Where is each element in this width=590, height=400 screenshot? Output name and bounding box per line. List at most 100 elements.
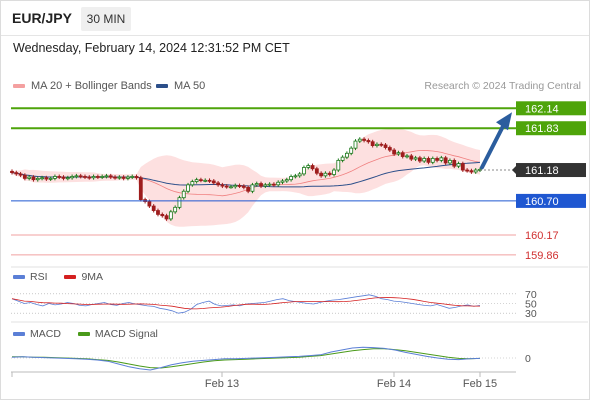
candle-body xyxy=(134,176,139,179)
rsi-legend: RSI 9MA xyxy=(13,271,103,283)
price-level-label: 161.83 xyxy=(525,123,559,135)
candle-body xyxy=(250,184,255,192)
candle-body xyxy=(95,176,100,178)
candle-body xyxy=(405,155,409,158)
price-level-box xyxy=(516,163,586,178)
candle-body xyxy=(379,143,384,146)
macd-legend-label: MACD xyxy=(30,328,61,340)
rsi-level-label: 70 xyxy=(525,289,537,301)
macd-signal-swatch xyxy=(77,332,90,337)
candle-body xyxy=(113,176,117,179)
candle-body xyxy=(465,169,470,172)
candle-body xyxy=(27,176,32,179)
candle-body xyxy=(186,184,190,192)
price-level-box xyxy=(516,121,586,136)
candle-body xyxy=(293,175,298,178)
candle-body xyxy=(233,185,238,188)
candle-body xyxy=(78,175,83,178)
timeframe-button[interactable]: 30 MIN xyxy=(81,7,131,31)
candle-body xyxy=(241,185,246,188)
legend-ma50: MA 50 xyxy=(156,80,205,92)
price-level-pointer xyxy=(512,166,516,175)
candle-body xyxy=(87,176,92,179)
candle-body xyxy=(400,152,405,157)
candle-body xyxy=(456,163,461,167)
candle-body xyxy=(220,184,225,187)
candle-body xyxy=(121,176,126,179)
candle-body xyxy=(417,157,422,162)
candle-body xyxy=(370,141,375,146)
candle-body xyxy=(473,169,478,173)
candle-body xyxy=(126,176,130,179)
candle-body xyxy=(53,176,57,179)
candle-body xyxy=(392,149,397,155)
candle-body xyxy=(297,173,302,177)
candle-body xyxy=(173,206,178,213)
candle-body xyxy=(267,183,272,186)
rsi-level-label: 50 xyxy=(525,299,537,311)
candle-body xyxy=(48,177,53,180)
rsi-ma-line xyxy=(11,297,480,310)
candle-body xyxy=(302,167,306,175)
candle-body xyxy=(108,175,113,178)
candle-body xyxy=(100,176,105,178)
candle-body xyxy=(117,176,122,179)
candle-body xyxy=(74,175,79,178)
legend-ma50-label: MA 50 xyxy=(174,80,206,92)
candle-body xyxy=(177,197,182,208)
candle-body xyxy=(323,172,328,177)
candle-body xyxy=(211,180,216,184)
candle-body xyxy=(181,190,186,199)
candle-body xyxy=(332,169,336,175)
forecast-arrow-head xyxy=(496,112,512,131)
bollinger-band xyxy=(12,128,480,227)
candle-body xyxy=(22,174,27,179)
legend-bb: MA 20 + Bollinger Bands xyxy=(13,80,152,92)
candle-body xyxy=(430,158,435,163)
candle-body xyxy=(469,170,474,173)
forecast-arrow-shaft xyxy=(480,122,506,170)
macd-legend: MACD MACD Signal xyxy=(13,328,158,340)
candle-body xyxy=(357,138,362,142)
macd-line xyxy=(11,346,481,371)
candle-body xyxy=(138,177,143,201)
candle-body xyxy=(259,183,263,187)
candle-body xyxy=(229,186,233,189)
macd-signal-legend-label: MACD Signal xyxy=(94,328,158,340)
candle-body xyxy=(168,211,173,220)
macd-swatch xyxy=(13,332,25,337)
candle-body xyxy=(426,158,431,163)
rsi-ma-legend-label: 9MA xyxy=(81,271,104,283)
x-axis-label: Feb 15 xyxy=(463,378,497,390)
candle-body xyxy=(344,152,349,158)
candle-body xyxy=(61,176,66,179)
candle-body xyxy=(327,172,332,175)
x-axis-label: Feb 13 xyxy=(205,378,239,390)
rsi-level-label: 30 xyxy=(525,308,537,320)
candle-body xyxy=(199,179,203,182)
candle-body xyxy=(14,172,19,175)
candle-body xyxy=(340,156,345,161)
candle-body xyxy=(70,176,75,179)
candle-body xyxy=(314,168,319,174)
macd-zero-label: 0 xyxy=(525,353,531,365)
candle-body xyxy=(387,147,392,151)
candle-body xyxy=(160,214,165,217)
candle-body xyxy=(156,210,160,215)
price-level-label: 159.86 xyxy=(525,250,559,262)
ma50-swatch xyxy=(156,84,168,89)
candle-body xyxy=(375,143,379,146)
legend-bb-label: MA 20 + Bollinger Bands xyxy=(31,80,152,92)
candle-body xyxy=(91,176,96,179)
candle-body xyxy=(254,183,259,186)
candle-body xyxy=(263,184,268,187)
candle-body xyxy=(336,159,341,171)
candle-body xyxy=(10,170,14,174)
x-axis-label: Feb 14 xyxy=(377,378,411,390)
candle-body xyxy=(366,140,371,143)
credit-text: Research © 2024 Trading Central xyxy=(424,80,581,92)
candle-body xyxy=(190,181,195,186)
price-level-box xyxy=(516,193,586,208)
candle-body xyxy=(216,182,220,186)
